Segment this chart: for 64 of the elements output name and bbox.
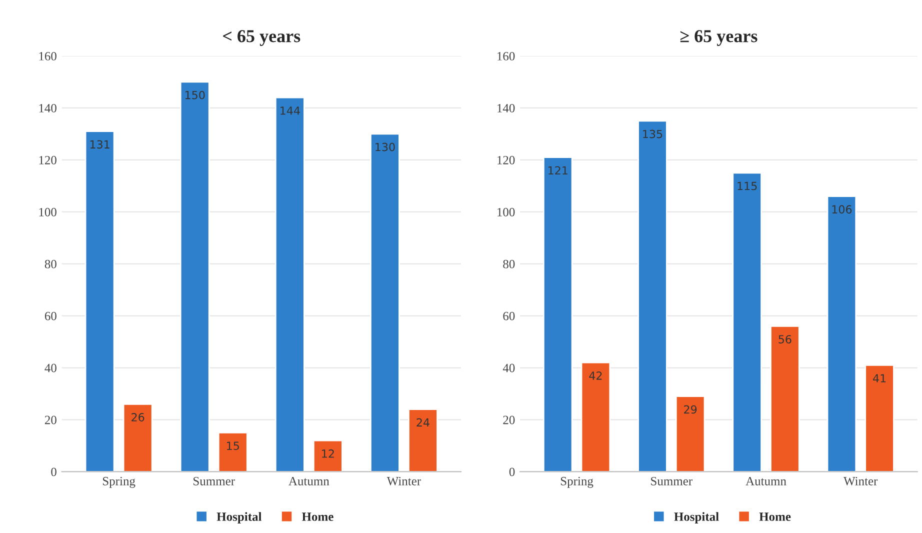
data-label: 12 <box>322 449 334 458</box>
y-tick-label: 140 <box>497 104 515 112</box>
bar <box>312 440 343 472</box>
data-label: 135 <box>643 130 662 138</box>
y-tick-label: 120 <box>497 156 515 164</box>
bar <box>826 196 857 472</box>
y-tick-label: 20 <box>44 416 56 424</box>
data-label: 106 <box>832 205 852 214</box>
bar <box>180 81 210 472</box>
y-tick-label: 40 <box>44 364 56 372</box>
bar <box>864 364 894 472</box>
y-tick-label: 100 <box>497 208 515 216</box>
legend-label: Hospital <box>216 512 262 524</box>
y-tick-label: 160 <box>39 52 56 60</box>
bar <box>675 396 706 472</box>
data-label: 144 <box>280 106 300 115</box>
x-tick-label: Winter <box>844 476 878 486</box>
data-label: 26 <box>132 413 144 422</box>
bar <box>274 96 305 472</box>
y-tick-label: 0 <box>51 468 56 476</box>
bar <box>370 133 400 472</box>
bar <box>84 130 115 472</box>
data-label: 56 <box>778 335 792 344</box>
data-label: 121 <box>548 166 568 174</box>
x-tick-label: Autumn <box>288 476 330 486</box>
x-tick-label: Winter <box>386 476 421 486</box>
bar <box>580 362 611 472</box>
y-tick-label: 0 <box>509 468 515 476</box>
y-tick-label: 80 <box>503 260 515 268</box>
y-tick-label: 60 <box>44 312 56 320</box>
bar <box>408 408 438 472</box>
x-tick-label: Spring <box>102 476 136 488</box>
legend-label: Home <box>759 512 791 521</box>
y-tick-label: 100 <box>39 208 56 216</box>
bar <box>638 120 668 472</box>
y-tick-label: 40 <box>502 364 515 372</box>
chart-title: ≥ 65 years <box>680 30 758 46</box>
x-tick-label: Summer <box>651 476 692 486</box>
data-label: 131 <box>90 140 110 149</box>
y-tick-label: 140 <box>39 104 56 112</box>
bar <box>770 326 800 472</box>
chart-title: < 65 years <box>223 30 300 46</box>
y-tick-label: 120 <box>39 156 56 164</box>
x-tick-label: Autumn <box>746 476 786 486</box>
legend-label: Hospital <box>674 512 719 524</box>
bar <box>732 172 762 472</box>
data-label: 41 <box>873 374 886 382</box>
x-tick-label: Spring <box>560 476 594 488</box>
data-label: 42 <box>589 371 602 380</box>
data-label: 115 <box>738 182 757 190</box>
y-tick-label: 80 <box>44 260 56 268</box>
data-label: 29 <box>684 405 697 414</box>
legend-label: Home <box>302 512 334 521</box>
data-label: 150 <box>185 90 205 100</box>
bar <box>122 403 153 472</box>
bar <box>218 432 248 472</box>
data-label: 15 <box>227 442 239 450</box>
x-tick-label: Summer <box>194 476 235 486</box>
data-label: 130 <box>376 142 395 152</box>
bar <box>542 156 573 472</box>
data-label: 24 <box>416 418 430 426</box>
y-tick-label: 160 <box>497 52 515 60</box>
y-tick-label: 20 <box>503 416 515 424</box>
y-tick-label: 60 <box>503 312 515 320</box>
